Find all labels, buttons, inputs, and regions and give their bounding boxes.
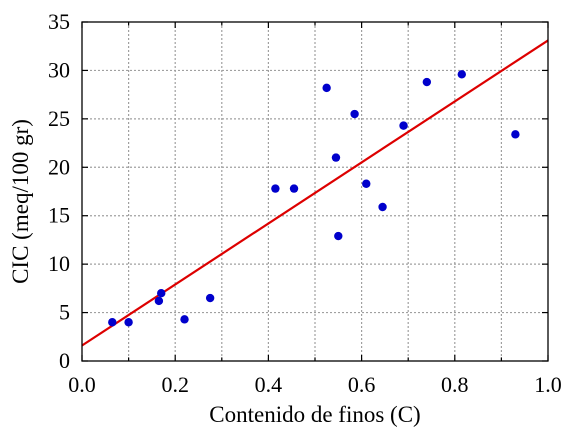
data-points xyxy=(108,70,520,327)
data-point xyxy=(399,121,408,130)
x-tick-label: 0.4 xyxy=(255,372,283,397)
y-tick-label: 0 xyxy=(59,348,70,373)
y-tick-label: 20 xyxy=(48,154,70,179)
data-point xyxy=(422,77,432,87)
data-point xyxy=(289,184,299,193)
grid-lines xyxy=(82,22,548,361)
x-tick-label: 0.2 xyxy=(161,372,189,397)
data-point xyxy=(157,289,166,298)
data-point xyxy=(205,293,215,303)
data-point xyxy=(350,109,359,119)
y-axis-tick-labels: 0 5 10 15 20 25 30 35 xyxy=(48,9,70,373)
data-point xyxy=(322,83,331,93)
y-tick-label: 30 xyxy=(48,57,70,82)
y-tick-label: 15 xyxy=(48,203,70,228)
x-tick-label: 1.0 xyxy=(534,372,562,397)
data-point xyxy=(108,318,117,327)
x-tick-label: 0.6 xyxy=(348,372,376,397)
data-point xyxy=(511,130,520,139)
y-tick-label: 5 xyxy=(59,300,70,325)
y-tick-label: 35 xyxy=(48,9,70,34)
x-tick-label: 0.8 xyxy=(441,372,469,397)
data-point xyxy=(457,70,466,79)
data-point xyxy=(334,231,343,241)
x-axis-title: Contenido de finos (C) xyxy=(209,402,420,427)
x-axis-tick-labels: 0.0 0.2 0.4 0.6 0.8 1.0 xyxy=(68,372,562,397)
data-point xyxy=(124,318,133,327)
data-point xyxy=(362,179,371,188)
y-tick-label: 10 xyxy=(48,251,70,276)
data-point xyxy=(180,315,189,324)
data-point xyxy=(378,202,387,212)
y-axis-title: CIC (meq/100 gr) xyxy=(8,119,33,284)
data-point xyxy=(154,296,164,306)
data-point xyxy=(271,184,280,193)
axis-ticks xyxy=(81,21,549,362)
data-point xyxy=(331,153,341,162)
y-tick-label: 25 xyxy=(48,106,70,131)
x-tick-label: 0.0 xyxy=(68,372,96,397)
